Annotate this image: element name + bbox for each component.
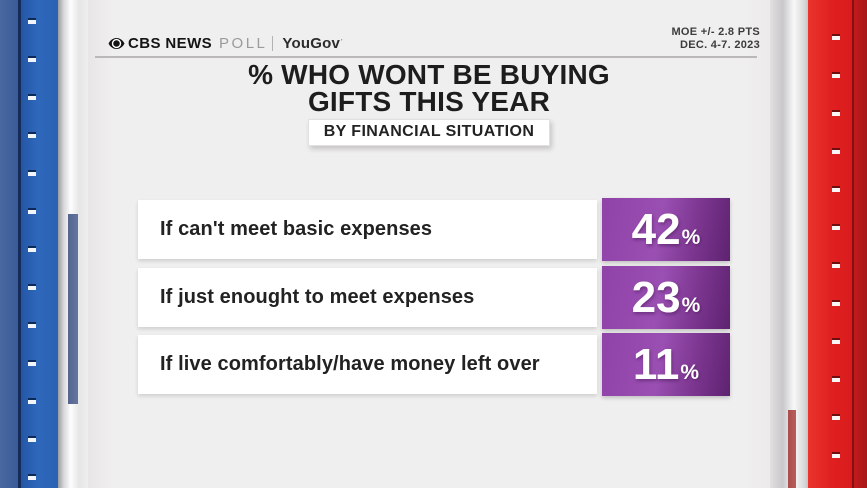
page-strip-right [788, 410, 796, 488]
row-label: If can't meet basic expenses [138, 200, 597, 259]
row-label: If just enought to meet expenses [138, 267, 597, 327]
row-value: 23 [631, 272, 681, 322]
page-strip-left [68, 214, 78, 404]
poll-row: If just enought to meet expenses 23 % [138, 265, 730, 329]
page-title: % WHO WONT BE BUYING GIFTS THIS YEAR [88, 59, 770, 117]
spine-right-bar [808, 0, 852, 488]
brand-trademark: ’ [341, 39, 343, 46]
binding-staples-right-icon [832, 20, 840, 488]
brand: CBS NEWS POLL YouGov ’ [108, 33, 343, 53]
row-label: If live comfortably/have money left over [138, 335, 597, 394]
row-value: 42 [631, 205, 681, 254]
subtitle-chip: BY FINANCIAL SITUATION [307, 119, 551, 146]
spine-left-outer [0, 0, 18, 488]
row-label-text: If live comfortably/have money left over [160, 353, 540, 375]
spine-left-bar [21, 0, 58, 488]
row-unit: % [681, 226, 701, 249]
row-label-text: If just enought to meet expenses [160, 285, 475, 308]
brand-yougov: YouGov [282, 34, 340, 52]
spine-left-divider [18, 0, 21, 488]
row-unit: % [681, 293, 701, 317]
title-line-2: GIFTS THIS YEAR [307, 86, 551, 117]
moe-line-1: MOE +/- 2.8 PTS [671, 26, 760, 38]
title-line-1: % WHO WONT BE BUYING [248, 59, 610, 90]
moe-note: MOE +/- 2.8 PTS DEC. 4-7. 2023 [671, 26, 760, 52]
rows: If can't meet basic expenses 42 % If jus… [138, 198, 730, 403]
row-value-box: 42 % [602, 198, 730, 261]
poll-row: If can't meet basic expenses 42 % [138, 198, 730, 261]
brand-divider [272, 35, 274, 51]
spine-right-divider [852, 0, 854, 488]
poll-row: If live comfortably/have money left over… [138, 333, 730, 396]
cbs-eye-icon [108, 35, 125, 52]
brand-cbs-news: CBS NEWS [128, 34, 213, 52]
moe-line-2: DEC. 4-7. 2023 [679, 39, 760, 51]
content-page: CBS NEWS POLL YouGov ’ MOE +/- 2.8 PTS D… [88, 0, 770, 488]
row-unit: % [680, 361, 700, 384]
row-label-text: If can't meet basic expenses [160, 218, 433, 240]
row-value: 11 [632, 340, 680, 389]
brand-poll: POLL [219, 34, 268, 52]
header-rule [95, 56, 757, 58]
subtitle-chip-wrap: BY FINANCIAL SITUATION [88, 119, 770, 146]
binding-staples-left-icon [28, 4, 36, 484]
row-value-box: 23 % [602, 265, 730, 329]
spine-right-outer [854, 0, 867, 488]
row-value-box: 11 % [602, 333, 730, 396]
